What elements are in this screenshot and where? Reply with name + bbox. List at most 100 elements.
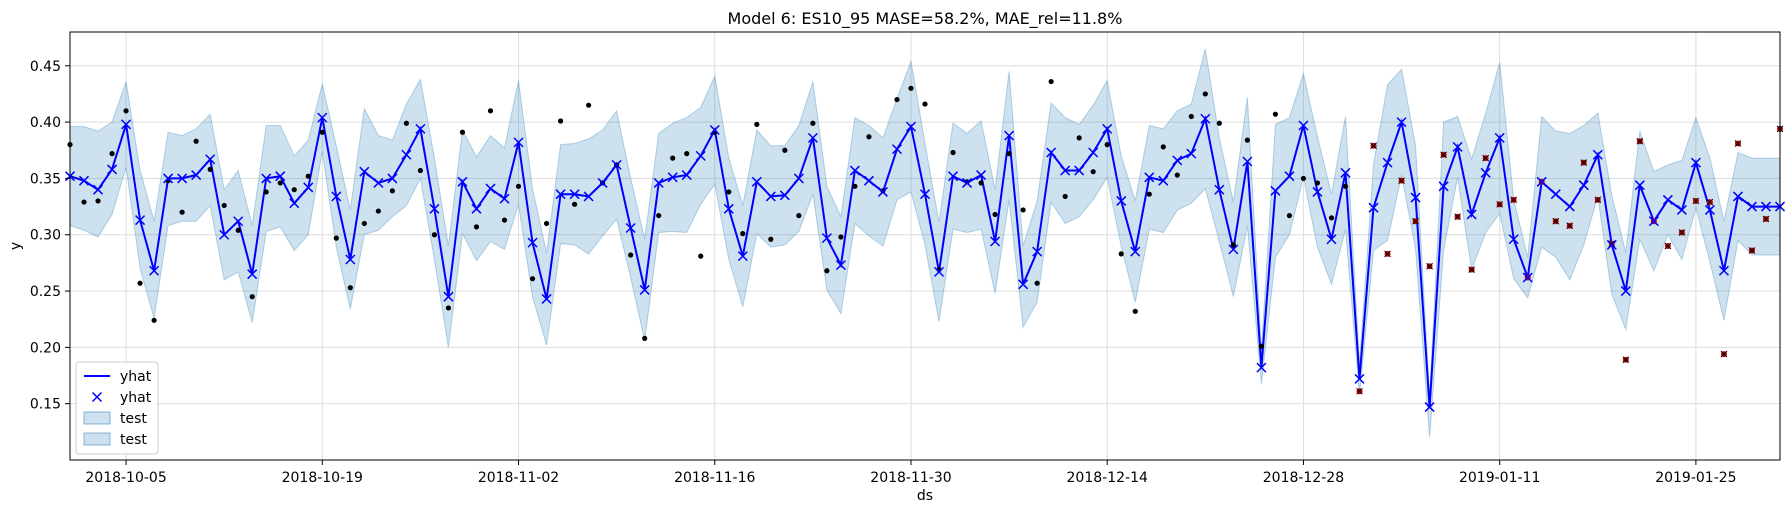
train-point [193, 138, 199, 144]
yhat-marker [1522, 272, 1533, 283]
yhat-marker [1648, 216, 1659, 227]
test-point-cross [1370, 142, 1377, 150]
yhat-marker [1074, 165, 1085, 176]
yhat-marker [1186, 148, 1197, 159]
train-point [908, 85, 914, 91]
legend-label: test [120, 432, 147, 448]
yhat-marker [962, 177, 973, 188]
train-point [880, 188, 886, 194]
train-point [810, 120, 816, 126]
yhat-marker [751, 176, 762, 187]
yhat-marker [1158, 175, 1169, 186]
train-point [1118, 251, 1124, 257]
yhat-marker [149, 265, 160, 276]
yhat-marker [1690, 157, 1701, 168]
legend-label: test [120, 411, 147, 427]
test-point-cross [1748, 247, 1756, 254]
yhat-marker [78, 175, 90, 186]
test-point-cross [1664, 242, 1672, 250]
yhat-marker [429, 203, 440, 214]
yhat-marker [1396, 117, 1407, 128]
yhat-marker [891, 144, 902, 155]
yhat-marker [723, 203, 734, 214]
train-point [684, 151, 690, 157]
yhat-marker [373, 177, 384, 188]
chart-title: Model 6: ES10_95 MASE=58.2%, MAE_rel=11.… [728, 9, 1123, 29]
yhat-marker [1704, 204, 1715, 215]
train-point [529, 276, 536, 282]
train-point [586, 102, 592, 108]
yhat-marker [611, 159, 622, 170]
yhat-marker [1340, 167, 1351, 178]
yhat-marker [331, 191, 342, 202]
yhat-marker [1578, 180, 1589, 191]
train-point [1006, 151, 1012, 157]
yhat-marker [1060, 165, 1071, 176]
plot-frame [69, 31, 1781, 461]
train-point [249, 294, 255, 300]
test-point-cross [1552, 217, 1560, 225]
yhat-marker [1242, 156, 1253, 167]
train-point [1202, 91, 1208, 97]
train-point [1076, 135, 1082, 141]
train-point [1104, 142, 1110, 148]
train-point [571, 201, 578, 207]
yhat-marker [849, 165, 860, 176]
yhat-marker [709, 124, 720, 136]
train-point [487, 108, 494, 114]
yhat-marker [1494, 132, 1505, 143]
train-point [1258, 343, 1264, 349]
train-point [866, 134, 872, 140]
test-point-cross [1468, 266, 1475, 274]
yhat-marker [1200, 113, 1211, 124]
yhat-marker [877, 186, 888, 197]
y-axis-label: y [8, 242, 24, 250]
yhat-marker [1354, 373, 1365, 384]
yhat-marker [1172, 155, 1183, 166]
train-point [515, 183, 522, 189]
train-point [389, 188, 395, 194]
y-tick-label: 0.25 [30, 284, 61, 300]
test-point-cross [1384, 250, 1391, 258]
yhat-marker [835, 260, 846, 271]
train-point [1132, 308, 1138, 314]
x-tick-label: 2018-11-16 [674, 470, 755, 486]
yhat-marker [1438, 181, 1449, 192]
yhat-marker [1018, 279, 1029, 290]
yhat-marker [1228, 244, 1239, 255]
train-point [221, 202, 227, 209]
train-point [1272, 111, 1279, 117]
yhat-marker [1102, 123, 1113, 134]
train-point [361, 220, 367, 227]
train-point [403, 120, 409, 126]
train-point [1244, 137, 1250, 143]
train-point [1188, 113, 1194, 120]
yhat-marker [261, 173, 272, 184]
yhat-marker [653, 177, 664, 188]
train-point [1342, 183, 1349, 189]
yhat-marker [583, 191, 594, 202]
yhat-marker [415, 123, 426, 134]
yhat-marker [289, 198, 300, 209]
train-point [179, 209, 185, 215]
y-tick-label: 0.20 [30, 340, 61, 356]
train-point [1160, 144, 1166, 150]
train-point [263, 189, 269, 195]
yhat-marker [1144, 172, 1155, 183]
train-point [642, 335, 648, 341]
yhat-marker [247, 269, 258, 280]
train-point [1286, 212, 1293, 219]
yhat-marker [1676, 204, 1687, 215]
yhat-marker [275, 171, 286, 182]
yhat-marker [177, 173, 188, 184]
yhat-marker [905, 121, 917, 132]
yhat-marker [569, 189, 580, 200]
train-point [1230, 242, 1236, 248]
test-point-cross [1594, 196, 1602, 204]
train-point [1314, 180, 1321, 186]
y-tick-label: 0.15 [30, 397, 61, 413]
test-point-cross [1622, 356, 1630, 364]
train-point [1034, 280, 1040, 286]
train-point [754, 121, 760, 127]
